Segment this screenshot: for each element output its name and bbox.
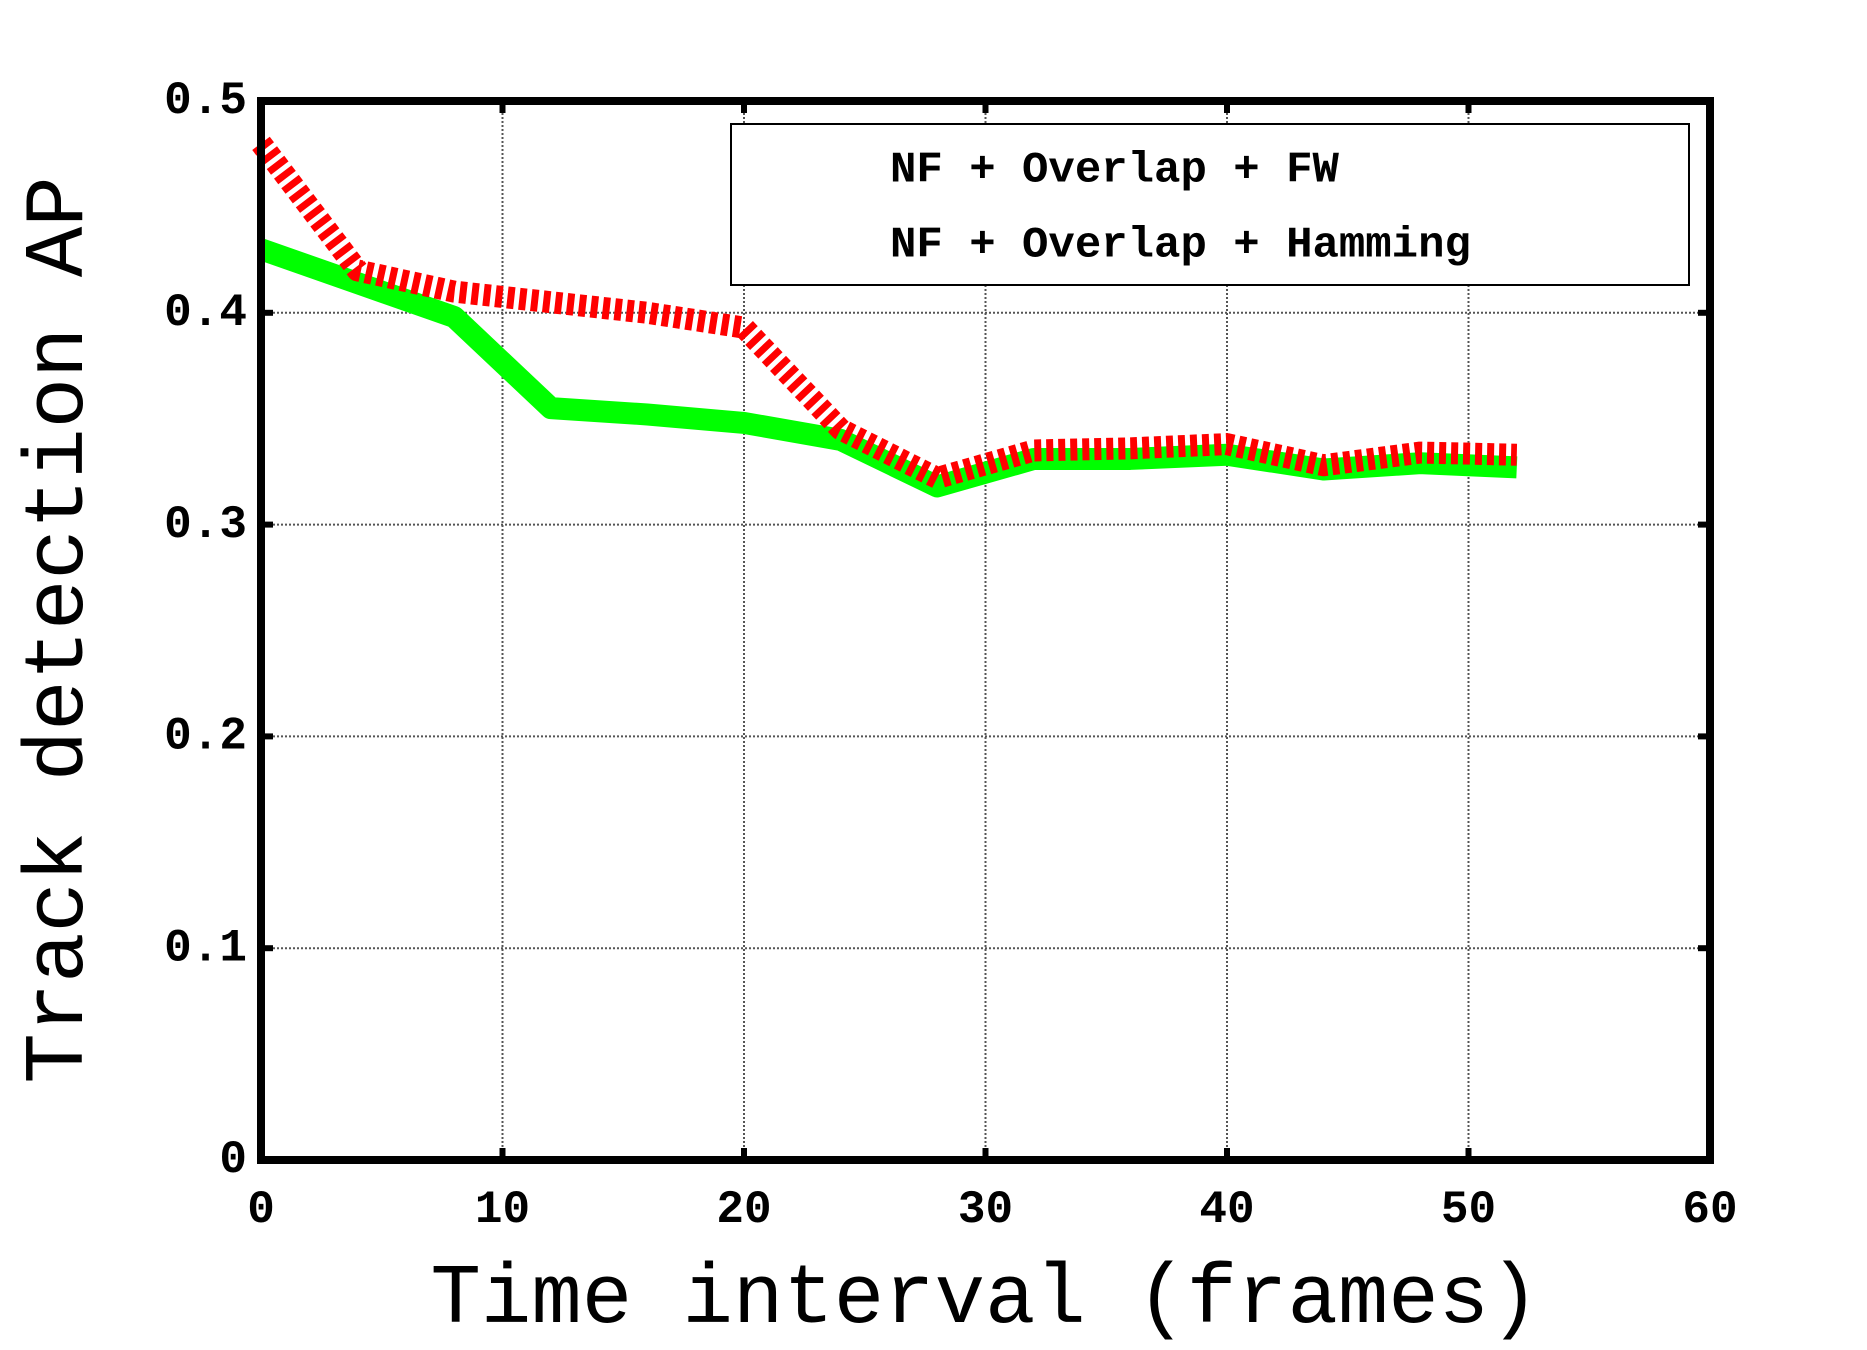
y-axis-label: Track detection AP xyxy=(13,176,108,1083)
y-tick-label: 0.4 xyxy=(164,287,247,339)
y-tick-label: 0.2 xyxy=(164,711,247,763)
y-tick-label: 0 xyxy=(219,1134,247,1186)
legend-box xyxy=(730,123,1690,286)
y-tick-label: 0.1 xyxy=(164,922,247,974)
legend-label: NF + Overlap + Hamming xyxy=(890,221,1471,271)
x-tick-label: 30 xyxy=(958,1184,1013,1236)
plot-frame xyxy=(257,97,1714,1164)
legend: NF + Overlap + FW NF + Overlap + Hamming xyxy=(730,123,1690,286)
legend-label: NF + Overlap + FW xyxy=(890,146,1339,196)
y-tick-label: 0.5 xyxy=(164,75,247,127)
y-tick-label: 0.3 xyxy=(164,499,247,551)
x-tick-label: 40 xyxy=(1199,1184,1254,1236)
x-tick-label: 50 xyxy=(1441,1184,1496,1236)
x-axis-label: Time interval (frames) xyxy=(431,1253,1540,1348)
x-tick-label: 60 xyxy=(1682,1184,1737,1236)
x-tick-label: 20 xyxy=(716,1184,771,1236)
x-tick-label: 0 xyxy=(247,1184,275,1236)
x-tick-label: 10 xyxy=(475,1184,530,1236)
series-line xyxy=(252,136,1518,490)
